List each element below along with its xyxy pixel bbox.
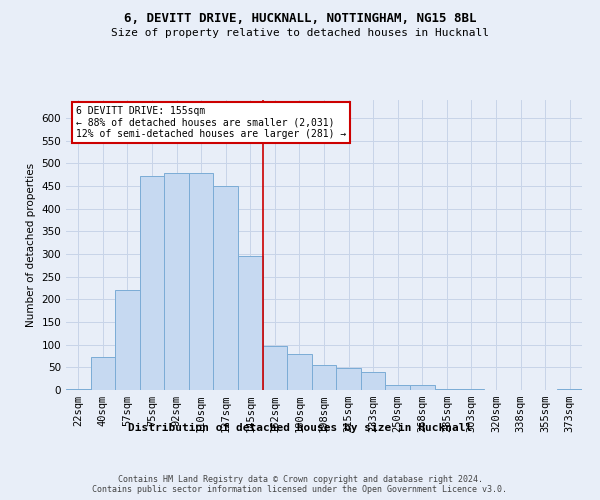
Bar — [263, 346, 287, 390]
Text: Distribution of detached houses by size in Hucknall: Distribution of detached houses by size … — [128, 422, 472, 432]
Bar — [189, 172, 214, 390]
Text: Contains HM Land Registry data © Crown copyright and database right 2024.
Contai: Contains HM Land Registry data © Crown c… — [92, 475, 508, 494]
Bar — [214, 186, 238, 390]
Bar — [336, 368, 361, 390]
Bar — [115, 290, 140, 390]
Bar — [66, 388, 91, 390]
Text: 6, DEVITT DRIVE, HUCKNALL, NOTTINGHAM, NG15 8BL: 6, DEVITT DRIVE, HUCKNALL, NOTTINGHAM, N… — [124, 12, 476, 26]
Bar — [434, 388, 459, 390]
Bar — [164, 174, 189, 390]
Bar — [361, 372, 385, 390]
Bar — [91, 358, 115, 390]
Bar — [557, 388, 582, 390]
Bar — [410, 386, 434, 390]
Text: Size of property relative to detached houses in Hucknall: Size of property relative to detached ho… — [111, 28, 489, 38]
Bar — [238, 256, 263, 390]
Bar — [385, 386, 410, 390]
Text: 6 DEVITT DRIVE: 155sqm
← 88% of detached houses are smaller (2,031)
12% of semi-: 6 DEVITT DRIVE: 155sqm ← 88% of detached… — [76, 106, 347, 139]
Bar — [140, 176, 164, 390]
Bar — [459, 388, 484, 390]
Bar — [312, 365, 336, 390]
Y-axis label: Number of detached properties: Number of detached properties — [26, 163, 36, 327]
Bar — [287, 354, 312, 390]
